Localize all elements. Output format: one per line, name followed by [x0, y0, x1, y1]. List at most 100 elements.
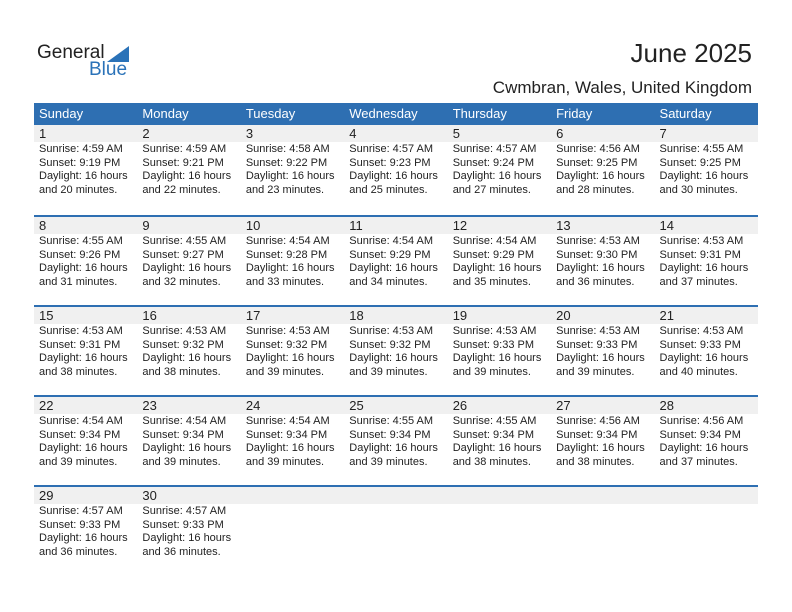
week-row: 22 Sunrise: 4:54 AM Sunset: 9:34 PM Dayligh… — [34, 395, 758, 485]
daylight-text: Daylight: 16 hours — [452, 442, 542, 454]
day-cell: 25 Sunrise: 4:55 AM Sunset: 9:34 PM Dayligh… — [344, 397, 447, 485]
day-number: 25 — [349, 398, 364, 413]
week-row: 1 Sunrise: 4:59 AM Sunset: 9:19 PM Daylight… — [34, 125, 758, 215]
minutes-text: and 38 minutes. — [556, 455, 635, 468]
day-info: Sunrise: 4:55 AM Sunset: 9:25 PM Daylight:… — [660, 143, 758, 197]
day-cell: 30 Sunrise: 4:57 AM Sunset: 9:33 PM Dayligh… — [137, 487, 240, 575]
daylight-text: Daylight: 16 hours — [452, 170, 542, 182]
day-cell: 2 Sunrise: 4:59 AM Sunset: 9:21 PM Daylight… — [137, 125, 240, 215]
daylight-text: Daylight: 16 hours — [556, 442, 645, 454]
day-cell: 23 Sunrise: 4:54 AM Sunset: 9:34 PM Dayligh… — [137, 397, 240, 485]
day-number: 15 — [39, 308, 54, 323]
daylight-text: Daylight: 16 hours — [245, 262, 335, 274]
sunset-text: Sunset: 9:33 PM — [659, 338, 741, 351]
daylight-text: Daylight: 16 hours — [245, 442, 335, 454]
day-cell: 12 Sunrise: 4:54 AM Sunset: 9:29 PM Dayligh… — [448, 217, 551, 305]
day-number: 11 — [349, 218, 363, 233]
day-info: Sunrise: 4:53 AM Sunset: 9:33 PM Daylight:… — [556, 325, 654, 379]
minutes-text: and 36 minutes. — [142, 545, 221, 558]
minutes-text: and 31 minutes. — [39, 275, 118, 288]
day-number: 24 — [245, 398, 261, 413]
day-info: Sunrise: 4:57 AM Sunset: 9:24 PM Daylight:… — [453, 143, 551, 197]
day-number: 20 — [556, 308, 571, 323]
minutes-text: and 27 minutes. — [452, 183, 531, 196]
daylight-text: Daylight: 16 hours — [349, 442, 438, 454]
minutes-text: and 28 minutes. — [556, 183, 635, 196]
sunset-text: Sunset: 9:33 PM — [556, 338, 638, 351]
calendar: Sunday Monday Tuesday Wednesday Thursday… — [34, 103, 758, 575]
sunset-text: Sunset: 9:34 PM — [39, 428, 121, 441]
day-number: 1 — [39, 126, 47, 141]
logo: General Blue — [37, 42, 137, 82]
minutes-text: and 32 minutes. — [142, 275, 221, 288]
daylight-text: Daylight: 16 hours — [659, 442, 749, 454]
day-info: Sunrise: 4:56 AM Sunset: 9:25 PM Daylight:… — [556, 143, 654, 197]
day-info: Sunrise: 4:54 AM Sunset: 9:34 PM Daylight:… — [246, 415, 344, 469]
sunset-text: Sunset: 9:24 PM — [452, 156, 535, 169]
daylight-text: Daylight: 16 hours — [142, 532, 232, 544]
minutes-text: and 40 minutes. — [659, 365, 738, 378]
week-row: 29 Sunrise: 4:57 AM Sunset: 9:33 PM Dayligh… — [34, 485, 758, 575]
day-cell: 7 Sunrise: 4:55 AM Sunset: 9:25 PM Daylight… — [655, 125, 758, 215]
logo-text-blue: Blue — [89, 59, 128, 80]
daylight-text: Daylight: 16 hours — [142, 442, 232, 454]
day-number: 7 — [659, 126, 667, 141]
day-number: 5 — [452, 126, 460, 141]
day-info: Sunrise: 4:53 AM Sunset: 9:33 PM Daylight:… — [660, 325, 758, 379]
daylight-text: Daylight: 16 hours — [556, 170, 645, 182]
date-strip — [34, 397, 758, 414]
day-info: Sunrise: 4:54 AM Sunset: 9:34 PM Daylight:… — [142, 415, 240, 469]
day-info: Sunrise: 4:59 AM Sunset: 9:19 PM Daylight:… — [39, 143, 137, 197]
day-cell — [551, 487, 654, 575]
sunset-text: Sunset: 9:21 PM — [142, 156, 224, 169]
week-row: 15 Sunrise: 4:53 AM Sunset: 9:31 PM Dayligh… — [34, 305, 758, 395]
daylight-text: Daylight: 16 hours — [39, 532, 128, 544]
daylight-text: Daylight: 16 hours — [39, 352, 128, 364]
day-number: 22 — [39, 398, 54, 413]
minutes-text: and 38 minutes. — [142, 365, 221, 378]
day-info: Sunrise: 4:53 AM Sunset: 9:31 PM Daylight:… — [660, 235, 758, 289]
minutes-text: and 39 minutes. — [142, 455, 221, 468]
minutes-text: and 39 minutes. — [556, 365, 635, 378]
day-number: 28 — [659, 398, 674, 413]
sunrise-text: Sunrise: 4:55 AM — [142, 235, 227, 247]
day-cell: 4 Sunrise: 4:57 AM Sunset: 9:23 PM Daylight… — [344, 125, 447, 215]
sunset-text: Sunset: 9:30 PM — [556, 248, 638, 261]
minutes-text: and 34 minutes. — [349, 275, 428, 288]
day-info: Sunrise: 4:58 AM Sunset: 9:22 PM Daylight:… — [246, 143, 344, 197]
daylight-text: Daylight: 16 hours — [39, 262, 128, 274]
day-cell: 29 Sunrise: 4:57 AM Sunset: 9:33 PM Dayligh… — [34, 487, 137, 575]
day-cell: 21 Sunrise: 4:53 AM Sunset: 9:33 PM Dayligh… — [655, 307, 758, 395]
sunset-text: Sunset: 9:31 PM — [659, 248, 741, 261]
sunrise-text: Sunrise: 4:55 AM — [349, 415, 434, 427]
minutes-text: and 23 minutes. — [245, 183, 325, 196]
sunset-text: Sunset: 9:31 PM — [39, 338, 121, 351]
weekday-monday: Monday — [142, 106, 189, 121]
daylight-text: Daylight: 16 hours — [452, 262, 542, 274]
day-number: 10 — [245, 218, 261, 233]
day-cell: 13 Sunrise: 4:53 AM Sunset: 9:30 PM Dayligh… — [551, 217, 654, 305]
sunrise-text: Sunrise: 4:59 AM — [39, 143, 123, 155]
sunrise-text: Sunrise: 4:54 AM — [245, 235, 330, 247]
sunrise-text: Sunrise: 4:58 AM — [245, 143, 330, 155]
day-info: Sunrise: 4:56 AM Sunset: 9:34 PM Daylight:… — [556, 415, 654, 469]
day-number: 19 — [452, 308, 468, 323]
day-number: 6 — [556, 126, 564, 141]
sunset-text: Sunset: 9:34 PM — [349, 428, 431, 441]
sunrise-text: Sunrise: 4:53 AM — [659, 235, 744, 247]
date-strip — [34, 125, 758, 142]
weekday-friday: Friday — [556, 106, 593, 121]
sunrise-text: Sunrise: 4:59 AM — [142, 143, 227, 155]
sunset-text: Sunset: 9:25 PM — [659, 156, 741, 169]
weekday-sunday: Sunday — [39, 106, 84, 121]
day-number: 14 — [659, 218, 674, 233]
sunrise-text: Sunrise: 4:54 AM — [245, 415, 330, 427]
day-number: 3 — [245, 126, 254, 141]
daylight-text: Daylight: 16 hours — [452, 352, 542, 364]
weekday-saturday: Saturday — [659, 106, 712, 121]
daylight-text: Daylight: 16 hours — [349, 352, 438, 364]
weekday-header: Sunday Monday Tuesday Wednesday Thursday… — [34, 103, 758, 125]
sunrise-text: Sunrise: 4:54 AM — [349, 235, 434, 247]
sunrise-text: Sunrise: 4:57 AM — [142, 505, 227, 517]
minutes-text: and 39 minutes. — [349, 365, 428, 378]
